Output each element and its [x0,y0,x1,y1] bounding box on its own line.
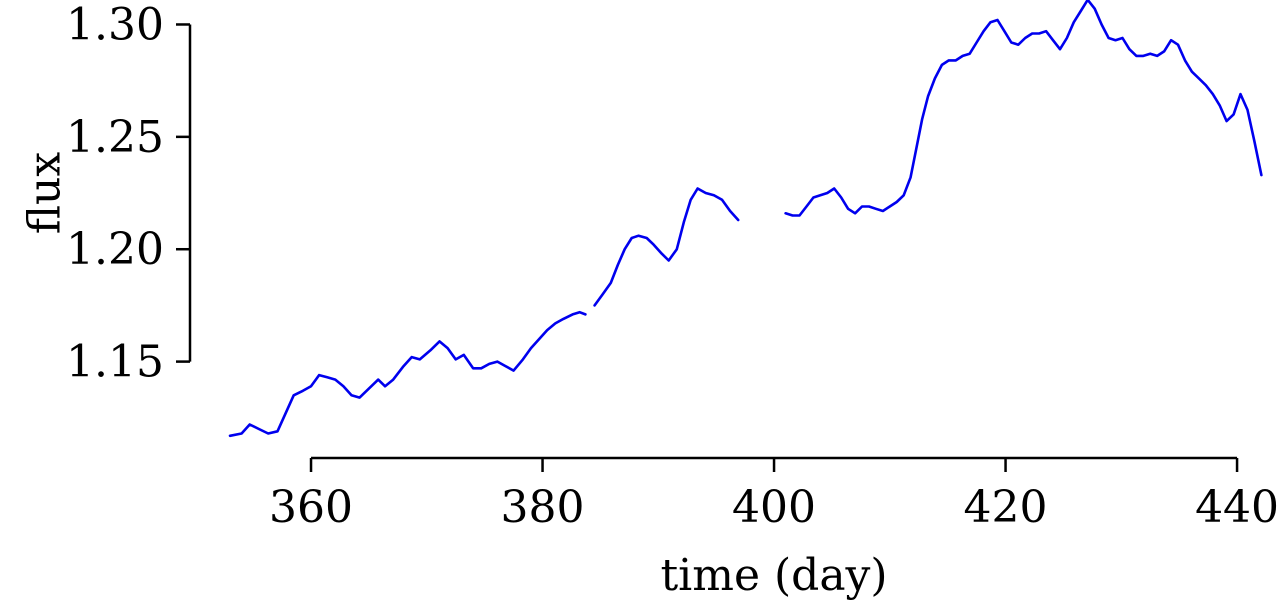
series [228,0,1263,438]
series-line-segment [593,187,740,307]
x-tick-label: 420 [964,482,1048,533]
x-tick-label: 360 [269,482,353,533]
y-axis-title: flux [19,152,70,235]
x-axis-title: time (day) [660,550,887,601]
x-axis: 360 380 400 420 440 [269,456,1279,533]
x-tick-label: 400 [732,482,816,533]
x-tick-label: 380 [501,482,585,533]
y-tick-label: 1.20 [66,224,164,275]
y-tick-label: 1.30 [66,0,164,50]
y-tick-label: 1.25 [66,112,164,163]
series-line-segment [784,0,1263,217]
y-axis: 1.15 1.20 1.25 1.30 [66,0,192,388]
x-tick-label: 440 [1195,482,1279,533]
y-tick-label: 1.15 [66,337,164,388]
series-line-segment [228,310,587,438]
